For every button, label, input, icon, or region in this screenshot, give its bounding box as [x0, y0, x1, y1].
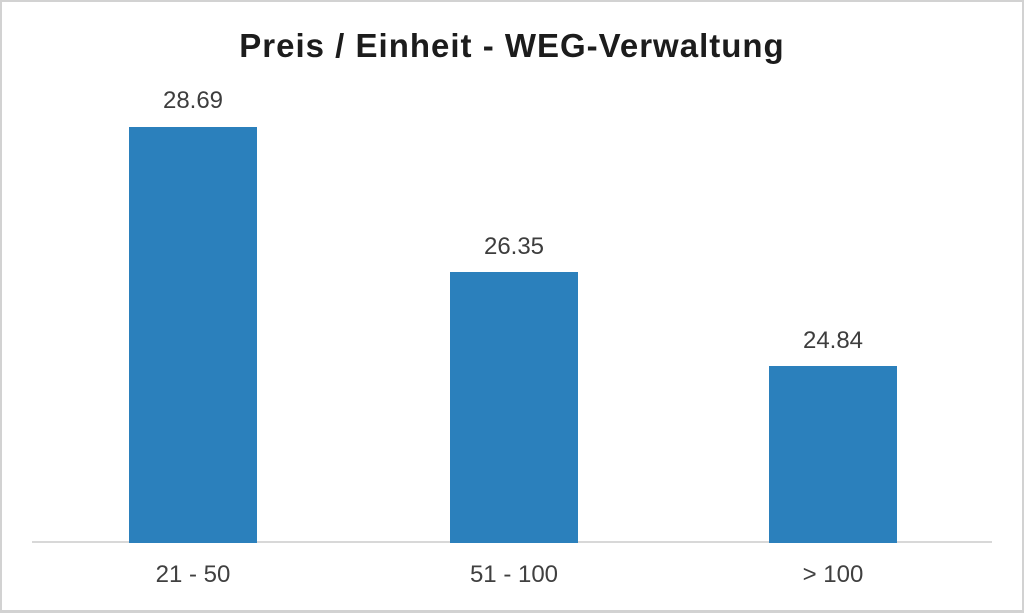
bar-group-51-100: 26.35: [450, 45, 578, 543]
x-axis-tick-label: > 100: [802, 561, 864, 588]
bar: [450, 272, 578, 543]
x-axis-tick-label: 21 - 50: [155, 561, 231, 588]
chart-title: Preis / Einheit - WEG-Verwaltung: [239, 27, 785, 64]
bar: [769, 366, 897, 543]
bar-group-21-50: 28.69: [129, 45, 257, 543]
bar: [129, 126, 257, 543]
plot-area: 28.69 26.35 24.84: [2, 45, 1022, 543]
value-label: 28.69: [162, 87, 224, 115]
bar-group-gt-100: 24.84: [769, 45, 897, 543]
value-label: 24.84: [802, 326, 864, 354]
x-axis-tick-label: 51 - 100: [469, 561, 559, 588]
value-label: 26.35: [483, 232, 545, 260]
